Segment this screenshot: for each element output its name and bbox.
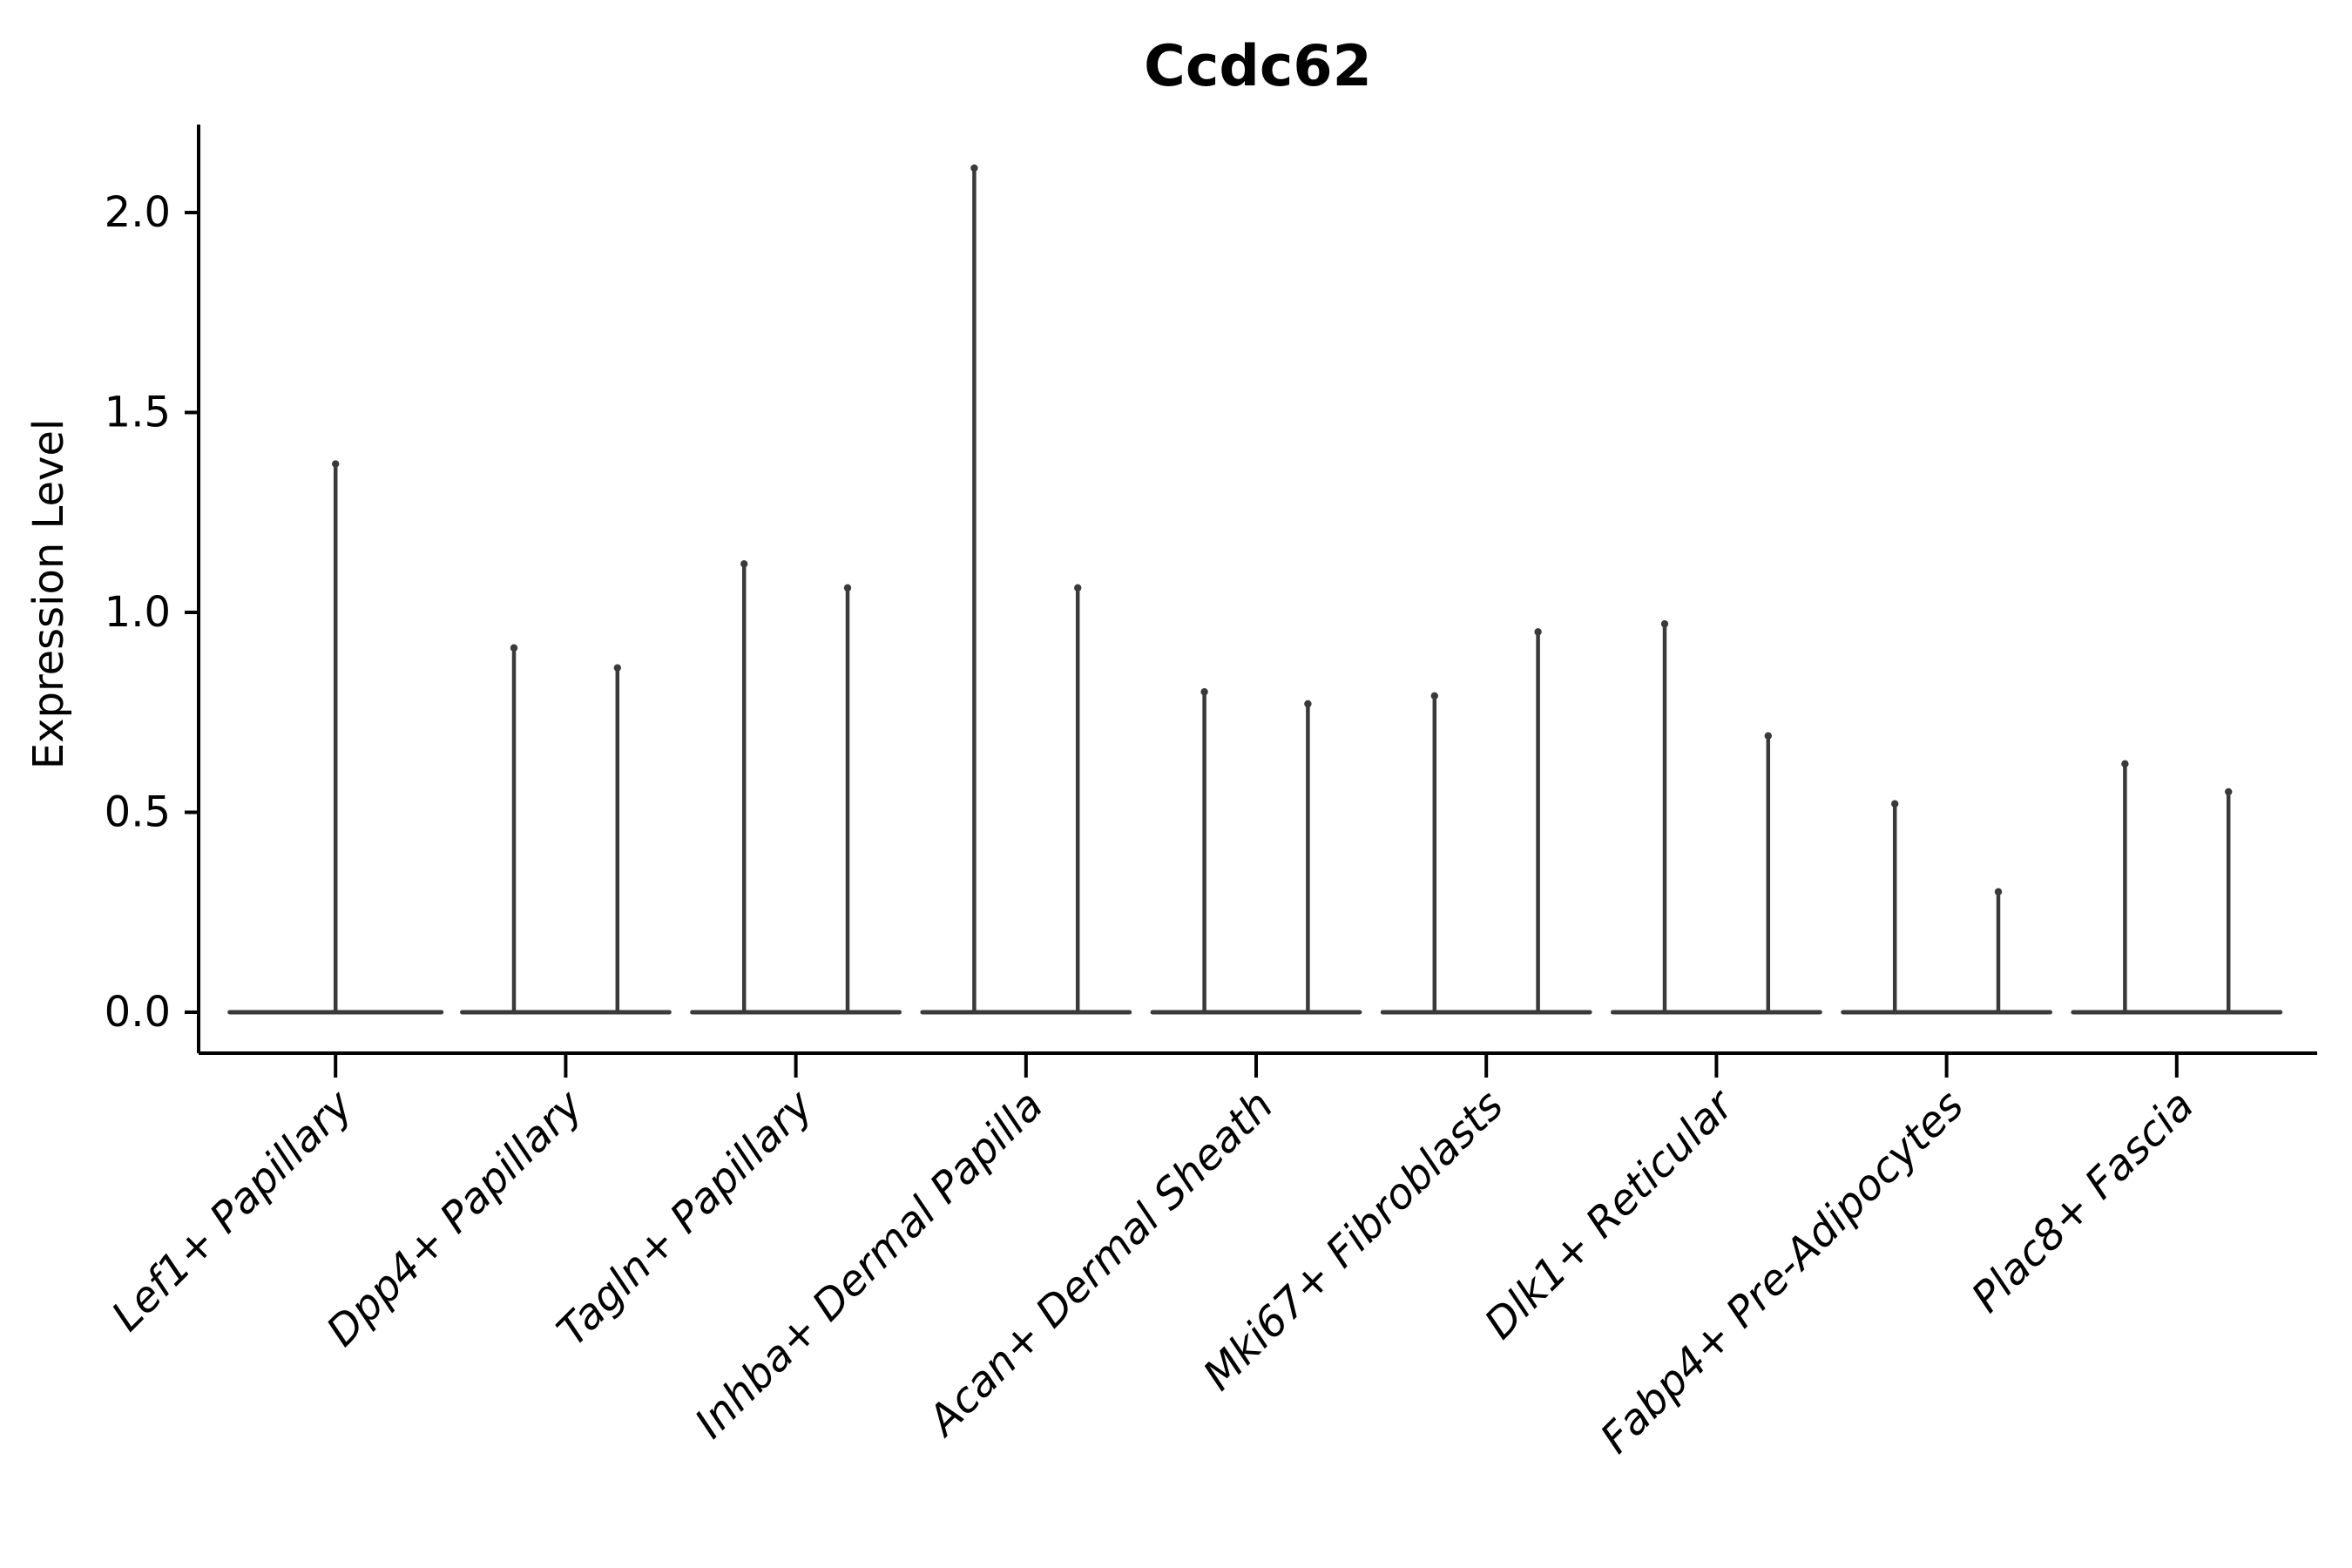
violin-spike-tip [1304, 700, 1312, 708]
y-tick-label: 2.0 [105, 188, 171, 237]
violin-spike-tip [2225, 787, 2233, 796]
violin-spike-tip [970, 164, 978, 172]
x-tick-label: Lef1+ Papillary [103, 1080, 363, 1341]
violin-spike-tip [510, 644, 518, 652]
x-tick-label: Dpp4+ Papillary [317, 1080, 592, 1355]
violin-spike-tip [1994, 888, 2003, 896]
y-axis-label: Expression Level [24, 419, 73, 770]
chart-title: Ccdc62 [1144, 34, 1372, 99]
violin-spike-tip [1764, 732, 1773, 740]
x-tick-label: Dlk1+ Reticular [1476, 1079, 1746, 1349]
x-tick-label: Plac8+ Fascia [1963, 1081, 2204, 1322]
violin-spike-tip [1200, 688, 1208, 696]
violin-spike-tip [1660, 619, 1669, 628]
violin-spike-tip [613, 664, 621, 672]
violin-spike-tip [332, 460, 340, 468]
y-tick-label: 1.5 [105, 389, 171, 437]
violin-spike-tip [740, 560, 748, 568]
y-tick-label: 0.5 [105, 788, 171, 837]
y-tick-label: 0.0 [105, 988, 171, 1037]
violin-spike-tip [1891, 800, 1899, 808]
violin-spike-tip [1074, 584, 1082, 592]
x-tick-label: Tagln+ Papillary [548, 1080, 823, 1355]
violin-spike-tip [1534, 628, 1542, 636]
violin-spike-tip [2121, 760, 2129, 768]
violin-spike-tip [843, 584, 852, 592]
x-tick-label: Fabp4+ Pre-Adipocytes [1592, 1081, 1974, 1463]
y-tick-label: 1.0 [105, 588, 171, 637]
violin-spike-tip [1430, 692, 1439, 700]
